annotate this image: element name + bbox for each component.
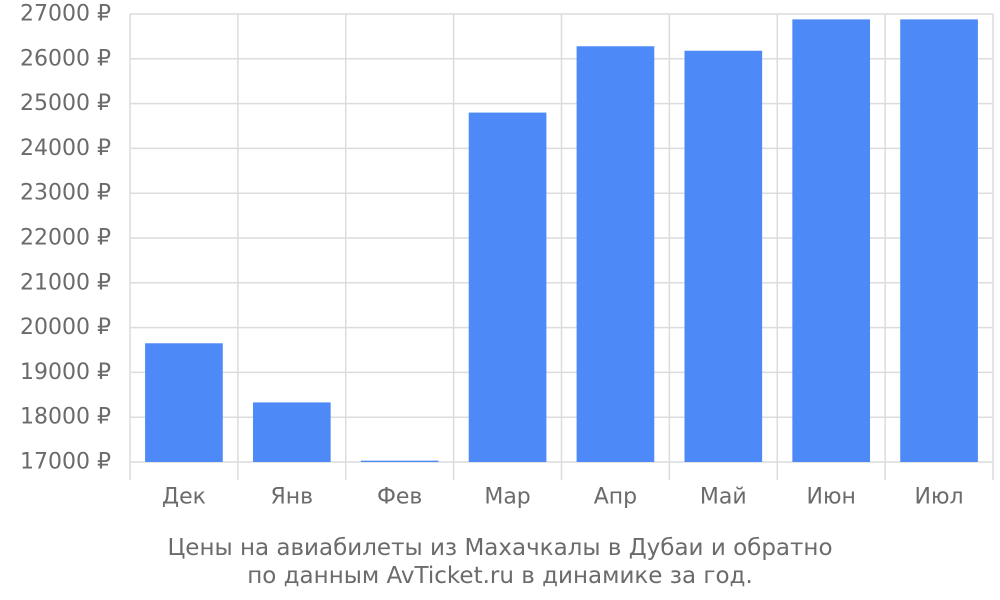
- bar-8: [900, 19, 978, 462]
- bar-1: [145, 343, 223, 462]
- bar-3: [360, 460, 439, 462]
- x-tick-label: Мар: [484, 485, 530, 510]
- bar-4: [468, 112, 547, 462]
- x-tick-label: Июн: [807, 485, 856, 510]
- bar-7: [792, 19, 871, 462]
- x-tick-label: Фев: [377, 485, 422, 510]
- bar-chart: 17000 ₽ 18000 ₽ 19000 ₽ 20000 ₽ 21000 ₽ 22000…: [20, 2, 994, 510]
- y-tick-label: 19000 ₽: [20, 360, 111, 385]
- y-tick-label: 24000 ₽: [20, 136, 111, 161]
- y-tick-label: 27000 ₽: [20, 2, 111, 27]
- x-tick-label: Дек: [162, 485, 206, 510]
- x-tick-label: Июл: [915, 485, 964, 510]
- x-tick-label: Янв: [270, 485, 313, 510]
- y-tick-label: 21000 ₽: [20, 270, 111, 295]
- bar-6: [684, 50, 763, 463]
- bar-2: [252, 402, 331, 462]
- chart-caption-line-1: Цены на авиабилеты из Махачкалы в Дубаи …: [167, 535, 833, 561]
- y-tick-label: 26000 ₽: [20, 46, 111, 71]
- x-tick-label: Май: [700, 485, 747, 510]
- x-tick-label: Апр: [594, 485, 637, 510]
- y-tick-label: 22000 ₽: [20, 226, 111, 251]
- y-tick-label: 17000 ₽: [20, 450, 111, 475]
- y-tick-label: 20000 ₽: [20, 315, 111, 340]
- chart-caption-line-2: по данным AvTicket.ru в динамике за год.: [247, 563, 753, 589]
- y-tick-label: 23000 ₽: [20, 181, 111, 206]
- y-tick-label: 18000 ₽: [20, 405, 111, 430]
- bar-5: [576, 46, 655, 462]
- y-tick-label: 25000 ₽: [20, 91, 111, 116]
